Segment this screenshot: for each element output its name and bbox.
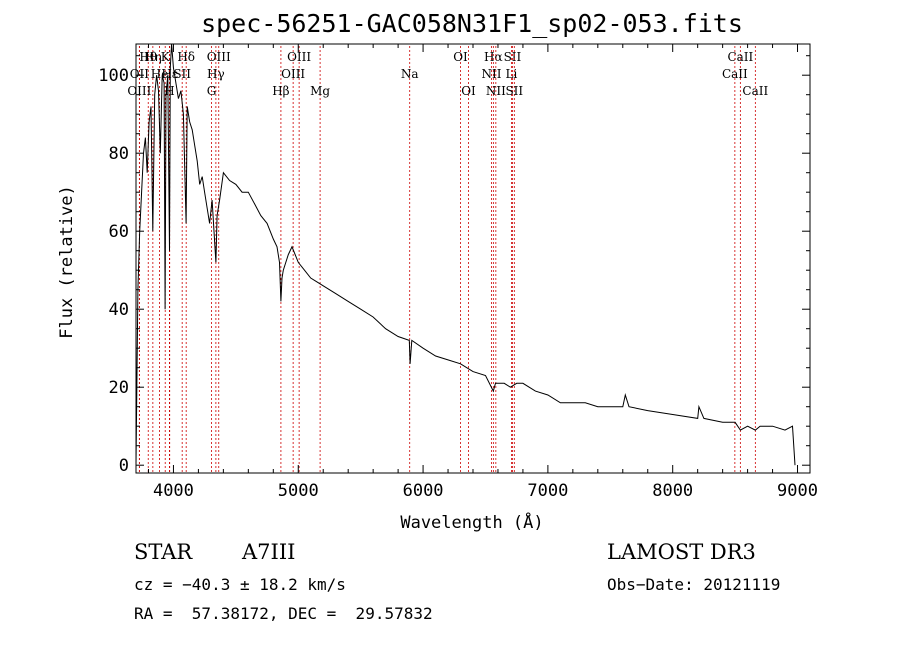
line-label: NII — [481, 67, 501, 81]
line-label: Li — [506, 67, 518, 81]
axis-ticks: 4000 5000 6000 7000 8000 9000 0 20 40 60 80 100 — [98, 44, 818, 501]
x-tick-label: 5000 — [278, 481, 319, 501]
observation-date: Obs−Date: 20121119 — [607, 575, 781, 594]
line-label: Hδ — [177, 50, 195, 64]
x-tick-label: 6000 — [403, 481, 444, 501]
x-tick-label: 8000 — [652, 481, 693, 501]
redshift-cz: cz = −40.3 ± 18.2 km/s — [134, 575, 346, 594]
line-label: CaII — [742, 84, 768, 98]
line-label: Hγ — [207, 67, 225, 81]
line-label: OI — [461, 84, 476, 98]
line-label: Hθ — [139, 50, 157, 64]
y-tick-label: 20 — [109, 378, 129, 398]
line-label: SII — [173, 67, 191, 81]
x-tick-label: 9000 — [777, 481, 818, 501]
line-label: K — [161, 50, 171, 64]
line-label: NII — [486, 84, 506, 98]
x-axis-label: Wavelength (Å) — [400, 511, 543, 533]
line-label: Mg — [310, 84, 330, 98]
y-tick-label: 0 — [119, 456, 129, 476]
survey-name: LAMOST DR3 — [607, 540, 756, 564]
object-type: STAR — [134, 540, 193, 564]
y-tick-label: 80 — [109, 144, 129, 164]
y-axis-label: Flux (relative) — [57, 185, 77, 339]
line-label: Hα — [484, 50, 503, 64]
line-label: OIII — [281, 67, 305, 81]
spectrum-series-line — [135, 43, 796, 466]
plot-frame — [135, 43, 811, 474]
line-label: SII — [504, 50, 522, 64]
line-label: CaII — [727, 50, 753, 64]
x-tick-label: 7000 — [527, 481, 568, 501]
line-label: CaII — [722, 67, 748, 81]
line-label: Hβ — [272, 84, 289, 98]
coordinates: RA = 57.38172, DEC = 29.57832 — [134, 604, 433, 623]
y-tick-label: 40 — [109, 300, 129, 320]
chart-title: spec-56251-GAC058N31F1_sp02-053.fits — [201, 9, 743, 38]
line-label: Na — [401, 67, 419, 81]
line-label: OIII — [127, 84, 151, 98]
y-tick-label: 60 — [109, 222, 129, 242]
line-label: He — [151, 67, 169, 81]
line-label: H — [164, 84, 174, 98]
x-tick-label: 4000 — [153, 481, 194, 501]
line-label: OI — [453, 50, 468, 64]
line-label: G — [207, 84, 217, 98]
line-label: Hη — [144, 50, 162, 64]
line-label: SII — [505, 84, 523, 98]
line-label: OIII — [287, 50, 311, 64]
line-label: OIII — [207, 50, 231, 64]
y-tick-label: 100 — [98, 66, 129, 86]
spectral-subclass: A7III — [242, 540, 296, 564]
